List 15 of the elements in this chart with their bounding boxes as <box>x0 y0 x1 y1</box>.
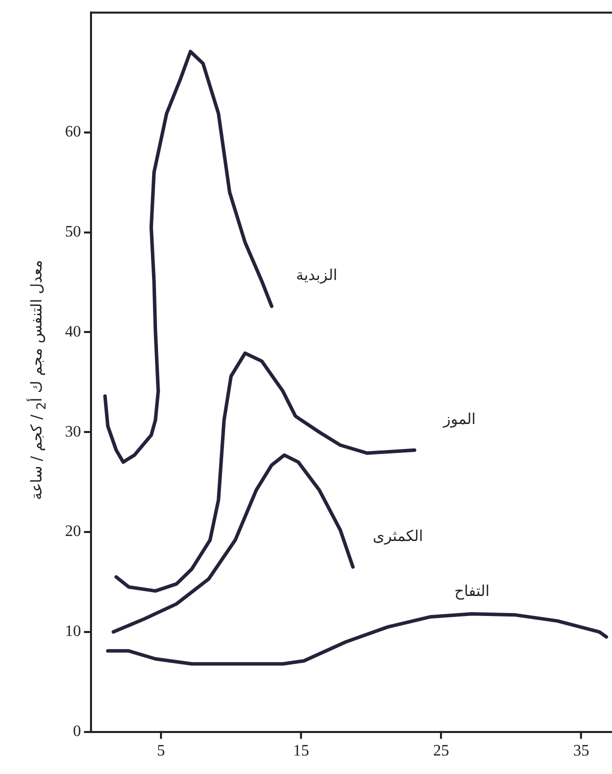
y-tick-label: 10 <box>65 623 81 640</box>
series-label: الكمثرى <box>372 526 424 545</box>
y-tick-label: 30 <box>65 423 81 440</box>
x-tick-label: 15 <box>293 742 310 760</box>
x-tick-label: 35 <box>573 742 590 760</box>
x-tick-label: 5 <box>157 742 166 760</box>
y-tick-label: 50 <box>65 224 81 241</box>
y-tick-label: 0 <box>73 723 81 740</box>
text: الموز <box>442 410 476 428</box>
y-tick-label: 40 <box>65 323 81 340</box>
series-label: التفاح <box>454 582 490 600</box>
y-tick-label: 60 <box>65 124 81 141</box>
text: الزبدية <box>296 266 338 284</box>
y-tick-label: 20 <box>65 523 81 540</box>
x-tick-label: 25 <box>433 742 450 760</box>
